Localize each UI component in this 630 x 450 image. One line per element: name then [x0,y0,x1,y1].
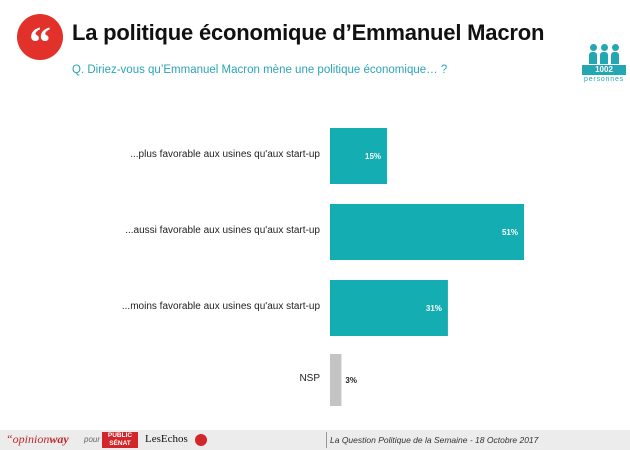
les-echos-logo: LesEchos [145,433,188,445]
sample-unit: personnes [584,76,624,83]
category-label-1: ...aussi favorable aux usines qu'aux sta… [125,225,320,236]
people-icon [580,44,628,64]
sample-size-badge: 1002 personnes [580,44,628,83]
bar-value-label-1: 51% [502,228,518,237]
bar-value-label-2: 31% [426,304,442,313]
radio-logo-icon [195,434,207,446]
sample-count: 1002 [582,65,626,75]
bar-3 [330,354,342,406]
category-label-0: ...plus favorable aux usines qu'aux star… [130,149,320,160]
bar-chart: 15% 51% 31% 3% ...plus favorable aux usines… [0,120,630,420]
bar-value-label-3: 3% [345,376,357,385]
public-senat-logo: PUBLIC SÉNAT [102,432,138,448]
bar-1 [330,204,524,260]
footer-caption: La Question Politique de la Semaine - 18… [330,435,539,445]
pour-label: pour [84,435,101,444]
footer-bar: “opinionway pour PUBLIC SÉNAT LesEchos L… [0,430,630,450]
bar-2 [330,280,448,336]
page-title: La politique économique d’Emmanuel Macro… [72,20,545,45]
bar-value-label-0: 15% [365,152,381,161]
chart-plot: 15% 51% 31% 3% [330,128,524,406]
opinionway-logo: “opinionway [6,432,69,446]
footer-separator [326,432,327,448]
category-label-3: NSP [299,373,320,384]
survey-question: Q. Diriez-vous qu’Emmanuel Macron mène u… [72,64,448,76]
category-label-2: ...moins favorable aux usines qu'aux sta… [121,301,320,312]
quote-icon: “ [17,14,63,67]
bar-0 [330,128,388,184]
